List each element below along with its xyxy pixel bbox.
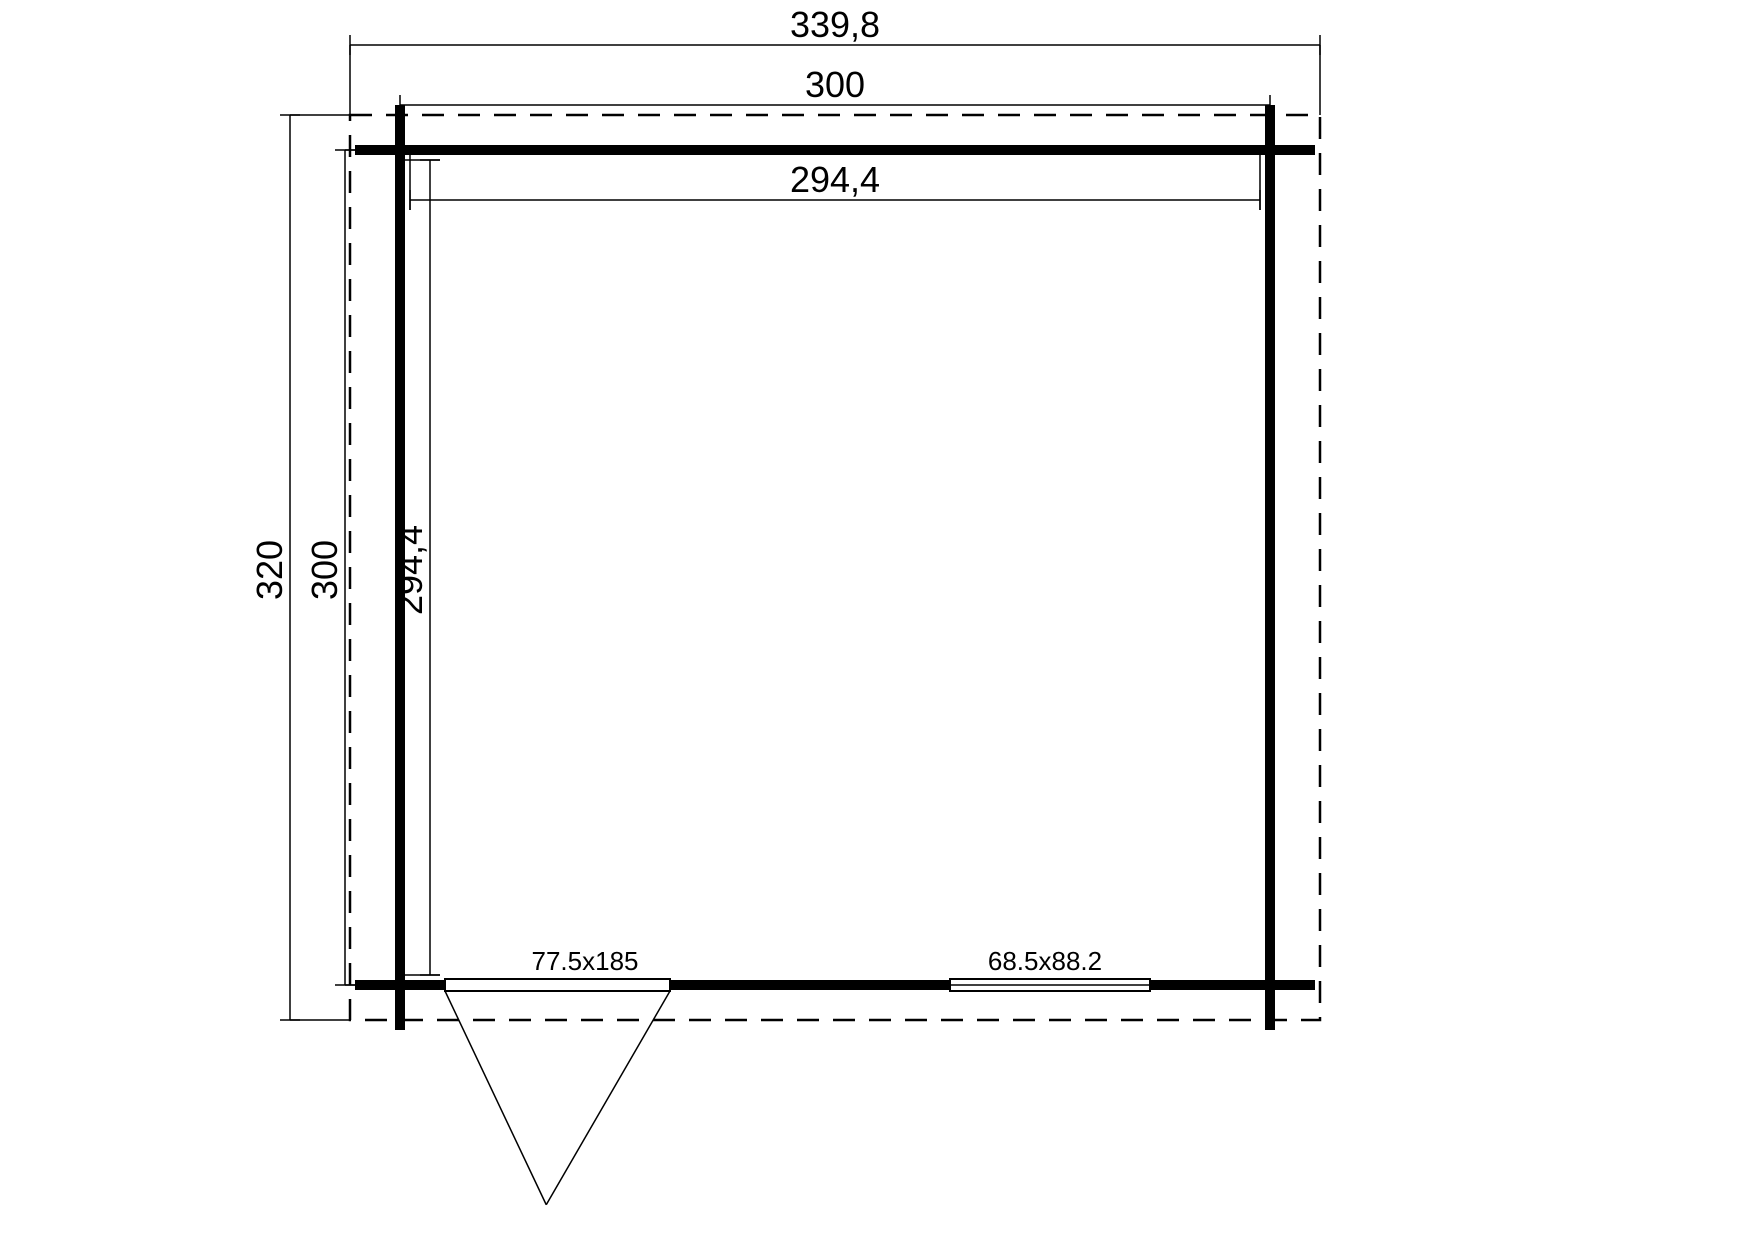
window-size-label: 68.5x88.2	[988, 946, 1102, 976]
dim-left-inner-label: 294,4	[389, 525, 430, 615]
dim-top-outer-label: 339,8	[790, 4, 880, 45]
door-size-label: 77.5x185	[532, 946, 639, 976]
door-leaf	[445, 991, 546, 1205]
floor-plan-drawing: 339,8 300 294,4 320 300 294,4 77.5x185 68.5x88.…	[0, 0, 1754, 1240]
door-arc-chord	[546, 991, 670, 1205]
roof-outline	[350, 115, 1320, 1020]
dim-top-mid-label: 300	[805, 64, 865, 105]
dim-top-inner-label: 294,4	[790, 159, 880, 200]
door-opening	[445, 979, 670, 991]
dim-left-mid-label: 300	[304, 540, 345, 600]
dim-left-outer-label: 320	[249, 540, 290, 600]
